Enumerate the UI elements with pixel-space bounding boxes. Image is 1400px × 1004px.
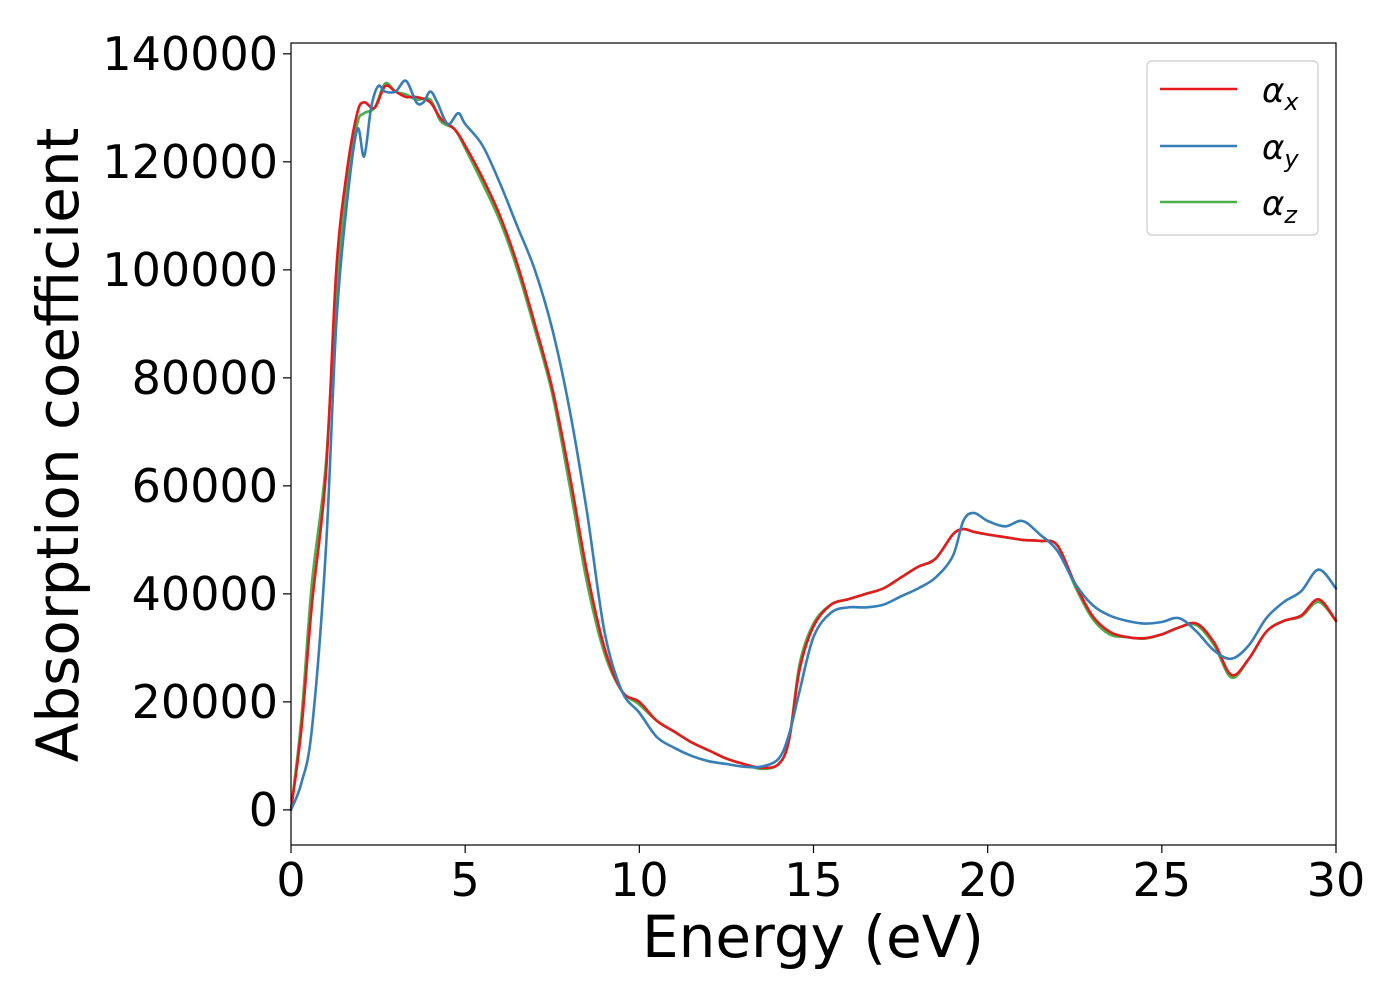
y-tick-layer: 0 20000 40000 60000 80000 100000 120000 140000 — [102, 27, 291, 837]
series-line-y — [289, 79, 1338, 812]
x-tick-label: 10 — [610, 853, 669, 907]
x-tick-label: 25 — [1133, 853, 1192, 907]
x-tick-label: 20 — [958, 853, 1017, 907]
y-tick-label: 120000 — [102, 135, 278, 189]
x-tick-label: 0 — [276, 853, 305, 907]
legend-label-z: αz — [1262, 184, 1298, 229]
y-tick-label: 80000 — [132, 351, 278, 405]
y-tick-label: 140000 — [102, 27, 278, 81]
x-axis-title: Energy (eV) — [642, 903, 984, 971]
legend-label-x: αx — [1262, 71, 1299, 116]
y-tick-label: 60000 — [132, 459, 278, 513]
legend: αx αy αz — [1146, 60, 1319, 236]
y-axis-title: Absorption coefficient — [24, 128, 92, 763]
x-tick-label: 5 — [451, 853, 480, 907]
x-tick-layer: 0 5 10 15 20 25 30 — [276, 845, 1365, 907]
y-tick-label: 100000 — [102, 243, 278, 297]
series-layer — [289, 79, 1338, 812]
y-tick-label: 40000 — [132, 567, 278, 621]
legend-box — [1146, 60, 1319, 236]
x-tick-label: 30 — [1307, 853, 1366, 907]
legend-entries: αx αy αz — [1160, 71, 1299, 229]
y-tick-label: 20000 — [132, 675, 278, 729]
x-tick-label: 15 — [784, 853, 843, 907]
legend-label-y: αy — [1262, 128, 1299, 173]
y-tick-label: 0 — [249, 783, 278, 837]
